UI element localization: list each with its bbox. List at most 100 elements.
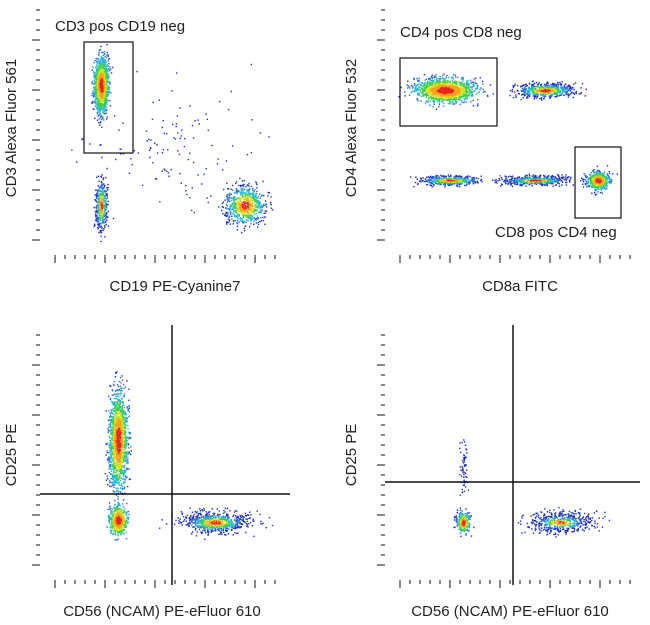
event-dot xyxy=(248,213,251,215)
event-dot xyxy=(235,207,237,210)
event-dot xyxy=(254,195,256,197)
event-dot xyxy=(450,93,452,95)
event-dot xyxy=(415,84,417,86)
event-dot xyxy=(99,61,102,64)
event-dot xyxy=(98,200,100,203)
event-dot xyxy=(438,96,440,98)
event-dot xyxy=(94,59,96,62)
event-dot xyxy=(540,83,543,85)
event-dot xyxy=(106,63,108,65)
event-dot xyxy=(270,207,273,209)
event-dot xyxy=(443,79,445,82)
event-dot xyxy=(96,209,98,211)
event-dot xyxy=(444,184,446,186)
event-dot xyxy=(94,76,96,78)
event-dot xyxy=(525,83,527,86)
event-dot xyxy=(253,202,255,204)
event-dot xyxy=(537,86,539,88)
event-dot xyxy=(100,84,103,87)
event-dot xyxy=(206,197,208,199)
event-dot xyxy=(434,93,436,95)
event-dot xyxy=(98,114,100,116)
event-dot xyxy=(472,85,475,87)
event-dot xyxy=(93,93,95,95)
event-dot xyxy=(97,109,99,111)
event-dot xyxy=(446,99,448,101)
event-dot xyxy=(467,85,469,87)
event-dot xyxy=(112,66,114,69)
event-dot xyxy=(427,94,429,96)
event-dot xyxy=(101,216,103,219)
event-dot xyxy=(227,200,230,202)
event-dot xyxy=(249,192,252,195)
event-dot xyxy=(535,81,538,84)
event-dot xyxy=(569,89,572,91)
event-dot xyxy=(93,96,95,98)
event-dot xyxy=(107,70,109,73)
event-dot xyxy=(235,199,237,201)
event-dot xyxy=(228,220,231,222)
event-dot xyxy=(101,76,103,78)
event-dot xyxy=(233,199,235,201)
event-dot xyxy=(94,224,96,227)
event-dot xyxy=(245,210,248,212)
event-dot xyxy=(101,174,103,176)
event-dot xyxy=(545,86,547,88)
event-dot xyxy=(456,84,458,86)
event-dot xyxy=(101,98,103,101)
event-dot xyxy=(441,90,444,92)
event-dot xyxy=(107,85,110,88)
event-dot xyxy=(105,77,108,80)
event-dot xyxy=(569,86,571,88)
event-dot xyxy=(573,93,575,95)
event-dot xyxy=(557,85,559,88)
event-dot xyxy=(469,92,472,94)
event-dot xyxy=(554,89,557,92)
event-dot xyxy=(526,93,528,95)
event-dot xyxy=(101,59,103,61)
event-dot xyxy=(546,83,548,85)
event-dot xyxy=(557,95,559,97)
event-dot xyxy=(104,87,107,89)
event-dot xyxy=(104,190,106,193)
event-dot xyxy=(264,216,266,218)
event-dot xyxy=(523,89,525,92)
event-dot xyxy=(446,80,448,83)
event-dot xyxy=(102,197,104,199)
event-dot xyxy=(425,84,427,86)
event-dot xyxy=(464,97,467,99)
event-dot xyxy=(161,152,164,154)
event-dot xyxy=(530,89,533,91)
event-dot xyxy=(245,212,247,214)
event-dot xyxy=(243,183,245,186)
event-dot xyxy=(512,85,514,87)
event-dot xyxy=(244,197,246,200)
event-dot xyxy=(438,100,440,102)
event-dot xyxy=(104,195,107,197)
event-dot xyxy=(102,76,105,78)
event-dot xyxy=(230,193,233,196)
event-dot xyxy=(527,96,529,99)
event-dot xyxy=(99,65,102,68)
event-dot xyxy=(466,183,468,185)
event-dot xyxy=(97,199,100,201)
event-dot xyxy=(175,123,178,125)
event-dot xyxy=(537,88,539,91)
event-dot xyxy=(246,189,248,191)
event-dot xyxy=(455,93,457,95)
event-dot xyxy=(551,83,554,86)
event-dot xyxy=(537,93,540,95)
event-dot xyxy=(101,61,103,63)
event-dot xyxy=(429,104,431,106)
event-dot xyxy=(164,169,166,172)
event-dot xyxy=(100,90,103,92)
event-dot xyxy=(255,200,257,202)
event-dot xyxy=(452,93,454,95)
event-dot xyxy=(99,201,101,203)
event-dot xyxy=(229,200,231,203)
event-dot xyxy=(440,90,443,92)
event-dot xyxy=(448,93,451,96)
event-dot xyxy=(547,82,549,84)
event-dot xyxy=(97,217,99,220)
event-dot xyxy=(244,195,246,197)
